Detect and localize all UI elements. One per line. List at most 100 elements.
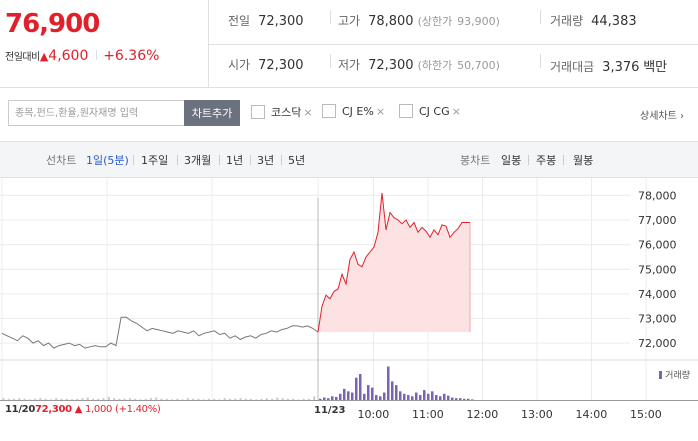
volume-bar: [55, 398, 58, 400]
chart-toolbar: 차트추가 코스닥 × CJ E% × CJ CG × 상세차트 ›: [0, 88, 698, 142]
volume-bar: [415, 392, 418, 400]
checkbox[interactable]: [251, 105, 265, 119]
volume-bar: [165, 398, 168, 400]
today-date: 11/23: [314, 405, 346, 416]
open-value: 72,300: [258, 58, 304, 73]
x-tick-label: 15:00: [630, 408, 662, 421]
volume-bar: [76, 398, 79, 400]
prev-day-info: 11/2072,300 ▲ 1,000 (+1.40%): [5, 404, 161, 415]
volume-bar: [250, 398, 253, 400]
detail-chart-link[interactable]: 상세차트 ›: [640, 107, 684, 122]
tab-1day[interactable]: 1일(5분): [86, 154, 129, 167]
prev-day-date: 11/20: [5, 404, 35, 415]
prev-close-label: 전일: [228, 14, 251, 28]
low-value: 72,300: [368, 58, 414, 73]
tab-3year[interactable]: 3년: [257, 154, 275, 167]
close-icon[interactable]: ×: [303, 105, 313, 119]
compare-kosdaq[interactable]: 코스닥 ×: [251, 104, 313, 120]
volume-bar: [307, 398, 310, 400]
tab-3month[interactable]: 3개월: [184, 154, 212, 167]
volume-bar: [118, 398, 121, 400]
close-icon[interactable]: ×: [375, 104, 386, 118]
volume-bar: [427, 393, 430, 400]
volume-bar: [44, 398, 47, 400]
today-price-line: [317, 192, 470, 333]
volume-bar: [39, 398, 42, 400]
volume-label: 거래량: [550, 14, 584, 28]
volume-bar: [447, 395, 450, 400]
compare-label: 코스닥: [271, 106, 302, 119]
volume-bar: [228, 398, 231, 400]
up-arrow-icon: ▲: [39, 50, 49, 63]
volume-bar: [144, 398, 147, 400]
volume-bar: [467, 398, 470, 400]
prev-day-change: ▲ 1,000: [74, 404, 113, 415]
volume-bar: [435, 395, 438, 400]
y-tick-label: 75,000: [638, 263, 677, 276]
volume-bar: [86, 397, 89, 400]
volume-bar: [375, 395, 378, 400]
compare-cj-cgv[interactable]: CJ CG ×: [399, 104, 461, 118]
volume-bar: [155, 397, 158, 400]
volume-bar: [451, 397, 454, 400]
divider: [330, 54, 331, 68]
change-row: 전일대비▲4,600 +6.36%: [5, 48, 159, 64]
volume-bar: [302, 398, 305, 400]
change-rate: +6.36%: [103, 48, 160, 64]
volume-bar: [81, 398, 84, 400]
volume-bar: [395, 385, 398, 400]
volume-bar: [255, 399, 258, 400]
high-label: 고가: [338, 14, 361, 28]
volume-bar: [331, 396, 334, 400]
volume-bar: [181, 399, 184, 400]
y-tick-label: 76,000: [638, 239, 677, 252]
volume-bar: [223, 398, 226, 400]
tab-monthly-candle[interactable]: 월봉: [573, 154, 594, 167]
volume-bar: [60, 398, 63, 400]
tab-1week[interactable]: 1주일: [141, 154, 169, 167]
chart-canvas[interactable]: 72,000 73,000 74,000 75,000 76,000 77,000 78,0…: [0, 178, 698, 441]
lower-limit-value: 50,700): [457, 59, 500, 72]
volume-bar: [443, 393, 446, 400]
divider: [133, 155, 134, 165]
tab-5year[interactable]: 5년: [288, 154, 306, 167]
quote-summary: 76,900 전일대비▲4,600 +6.36% 전일 72,300 고가 78,8…: [0, 0, 698, 88]
volume-bar: [265, 398, 268, 400]
volume-bar: [355, 377, 358, 400]
volume-bar: [399, 391, 402, 400]
checkbox[interactable]: [322, 104, 336, 118]
divider: [177, 155, 178, 165]
change-label: 전일대비: [5, 52, 40, 63]
volume-bar: [383, 392, 386, 400]
volume-bar: [2, 398, 5, 400]
price-box: 76,900 전일대비▲4,600 +6.36%: [0, 0, 209, 88]
add-chart-button[interactable]: 차트추가: [184, 100, 240, 126]
tab-1year[interactable]: 1년: [226, 154, 244, 167]
tab-daily-candle[interactable]: 일봉: [501, 154, 522, 167]
volume-bar: [244, 398, 247, 400]
high-value: 78,800: [368, 14, 414, 29]
volume-bar: [423, 390, 426, 400]
volume-bar: [176, 398, 179, 400]
x-tick-label: 11:00: [412, 408, 444, 421]
checkbox[interactable]: [399, 104, 413, 118]
price-chart[interactable]: 72,000 73,000 74,000 75,000 76,000 77,000 78,0…: [0, 178, 698, 441]
tab-weekly-candle[interactable]: 주봉: [536, 154, 557, 167]
prev-day-rate: (+1.40%): [114, 404, 161, 415]
compare-cj-enm[interactable]: CJ E% ×: [322, 104, 385, 118]
volume-bar: [18, 398, 21, 400]
today-price-area: [318, 192, 470, 333]
volume-bar: [339, 393, 342, 400]
volume-bar: [455, 398, 458, 400]
y-tick-label: 73,000: [638, 313, 677, 326]
volume-bar: [192, 398, 195, 400]
volume-bar: [463, 398, 466, 400]
close-icon[interactable]: ×: [451, 104, 461, 118]
volume-bar: [197, 398, 200, 400]
x-tick-label: 12:00: [467, 408, 499, 421]
volume-bar: [107, 396, 110, 400]
y-tick-label: 78,000: [638, 189, 677, 202]
open-label: 시가: [228, 58, 251, 72]
volume-bar: [13, 398, 16, 400]
search-input[interactable]: [8, 100, 184, 126]
